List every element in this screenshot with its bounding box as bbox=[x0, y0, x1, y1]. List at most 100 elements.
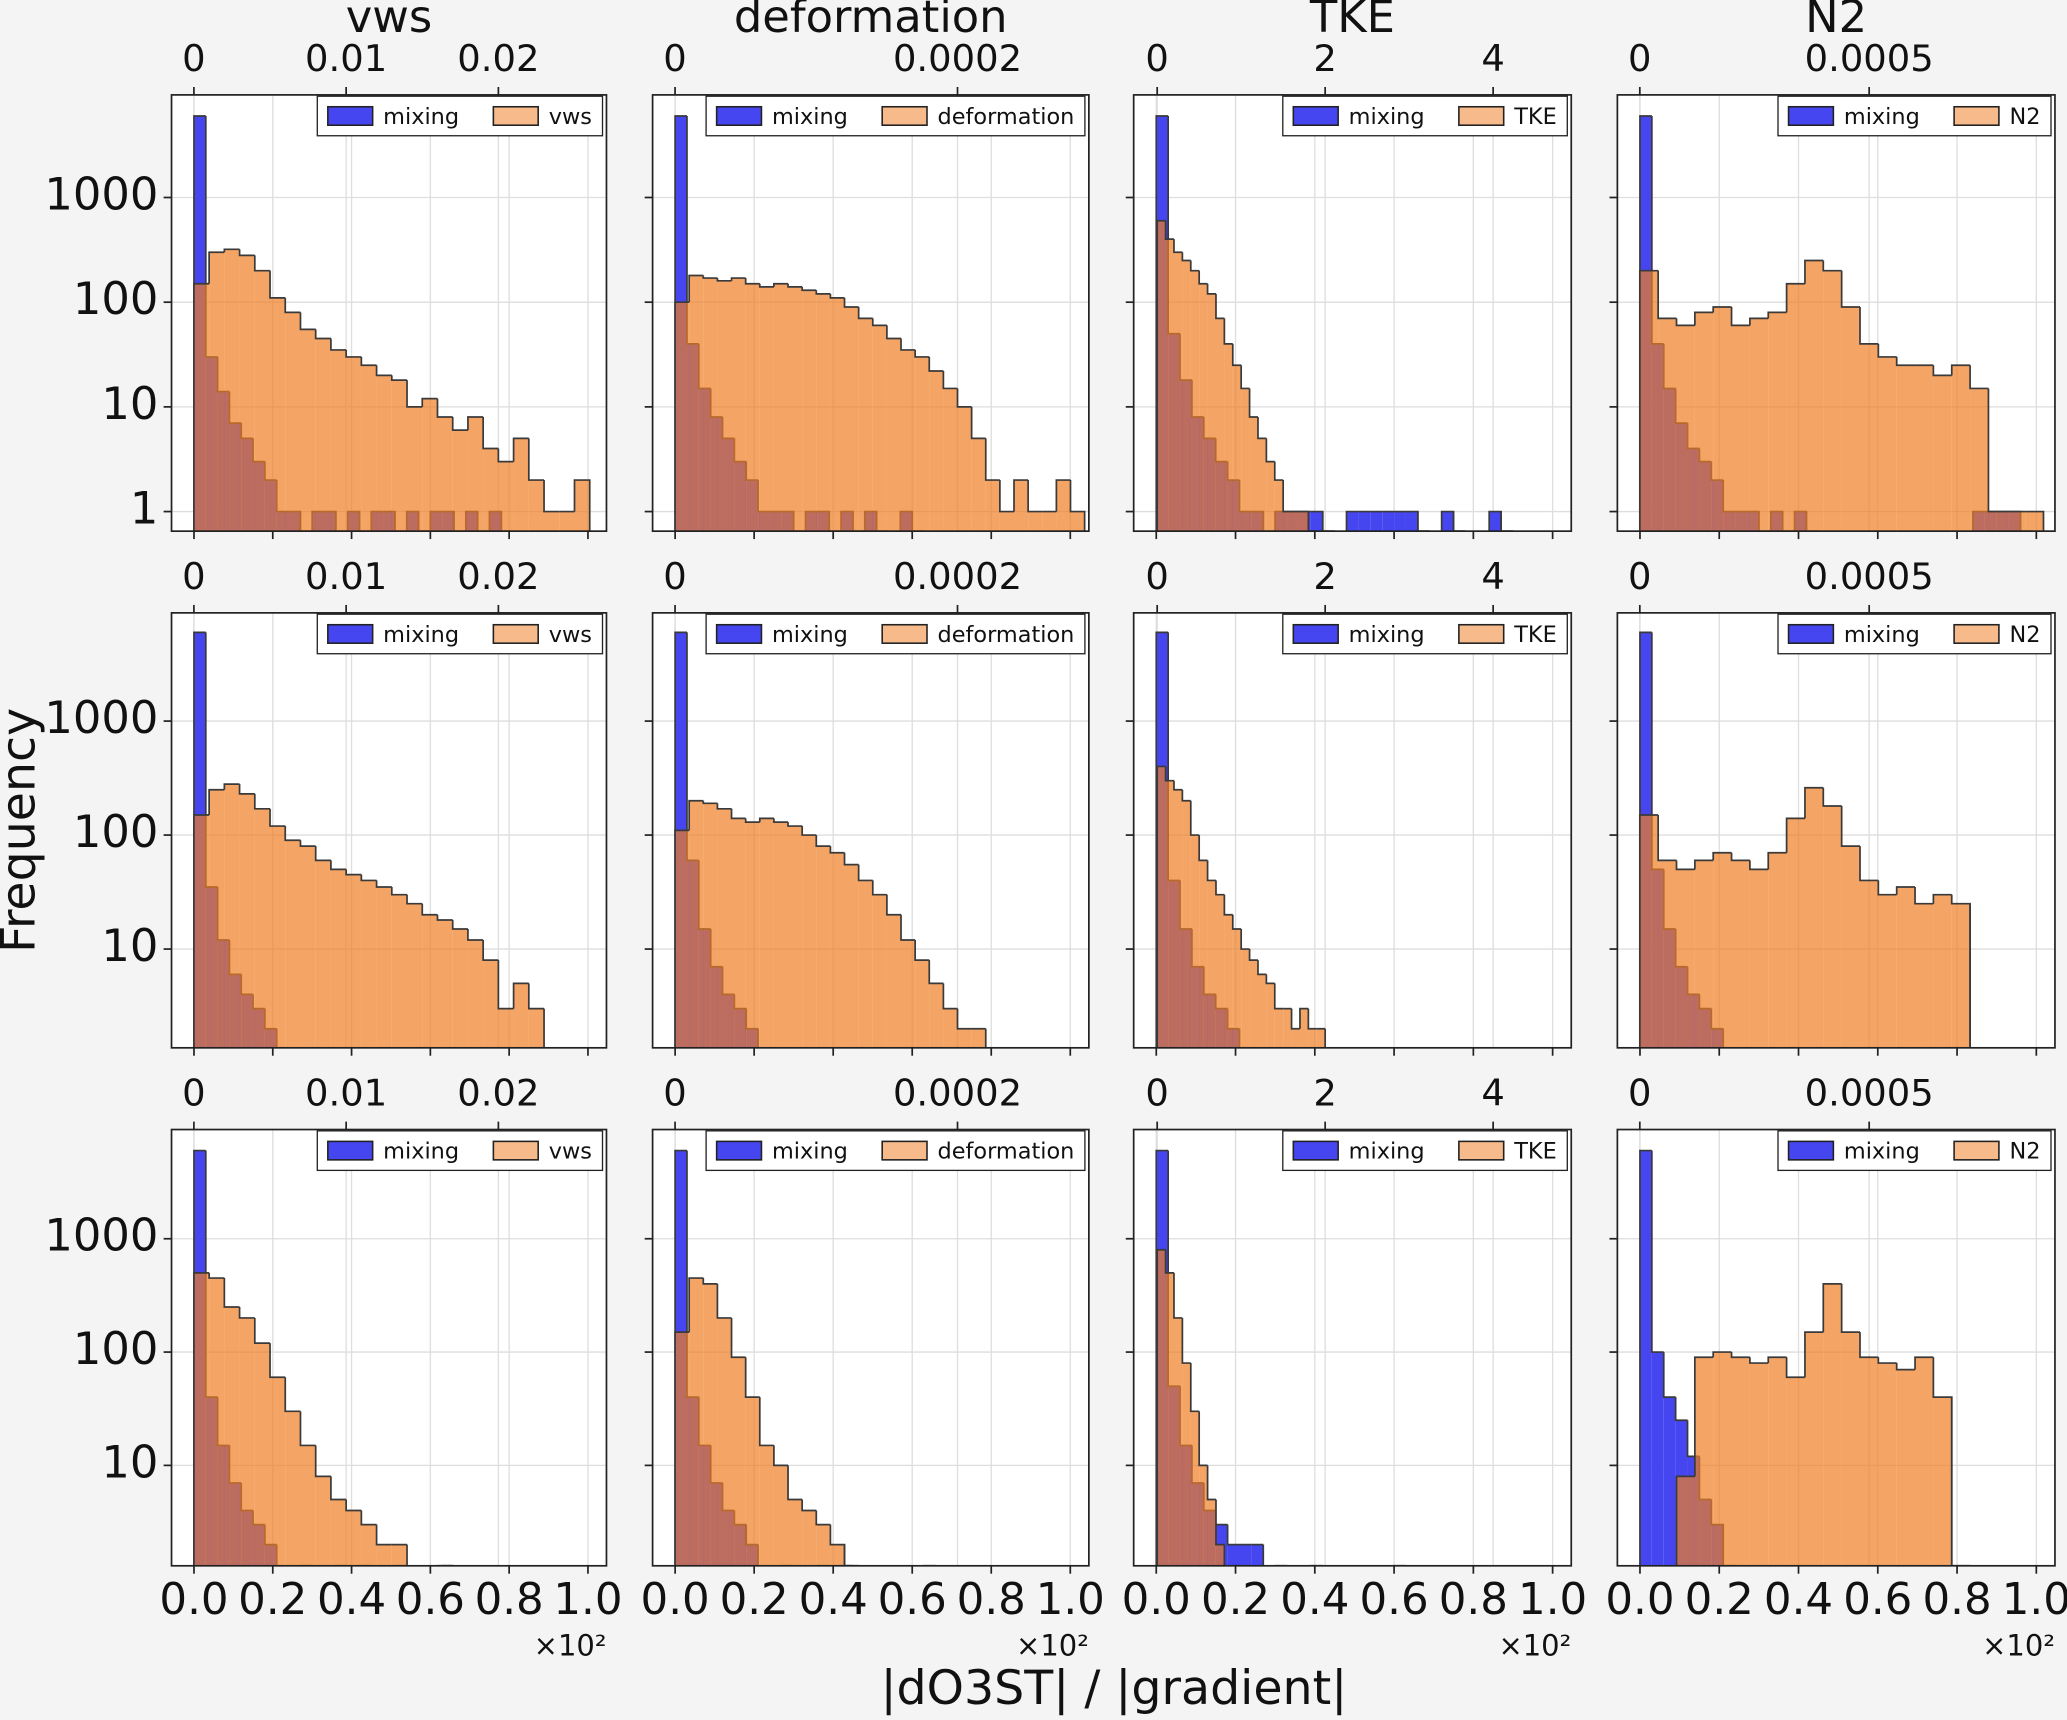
histogram-edge bbox=[208, 251, 225, 284]
legend-label: mixing bbox=[1844, 104, 1920, 130]
plot-frame bbox=[651, 94, 1090, 533]
histogram-edge bbox=[1027, 480, 1043, 513]
legend-swatch bbox=[881, 623, 928, 644]
histogram-bar bbox=[1878, 894, 1897, 1048]
histogram-bar bbox=[858, 318, 873, 532]
histogram-bar bbox=[1988, 511, 2007, 532]
histogram-bar bbox=[2025, 511, 2044, 532]
histogram-edge bbox=[1215, 880, 1225, 896]
histogram-bar bbox=[315, 1476, 331, 1566]
histogram-bar bbox=[574, 480, 590, 532]
x2-tick-label: 0 bbox=[1145, 37, 1168, 80]
histogram-edge bbox=[1822, 260, 1842, 272]
histogram-edge bbox=[688, 274, 704, 303]
histogram-bar bbox=[1190, 270, 1200, 532]
histogram-bar bbox=[1823, 1283, 1842, 1566]
histogram-edge bbox=[1767, 851, 1787, 870]
histogram-edge bbox=[1173, 780, 1183, 791]
histogram-edge bbox=[1840, 270, 1860, 308]
histogram-bar bbox=[1232, 928, 1242, 1048]
histogram-edge bbox=[1693, 311, 1714, 326]
histogram-edge bbox=[1969, 365, 1989, 390]
histogram-bar bbox=[1768, 1357, 1787, 1566]
histogram-bar bbox=[1658, 318, 1677, 532]
histogram-bar bbox=[1896, 887, 1916, 1048]
histogram-bar bbox=[330, 869, 347, 1048]
histogram-bar bbox=[1257, 438, 1267, 532]
histogram-bar bbox=[1310, 511, 1323, 532]
histogram-bar bbox=[1173, 1317, 1183, 1566]
histogram-edge bbox=[330, 1476, 347, 1501]
histogram-bar bbox=[745, 283, 760, 532]
histogram-edge bbox=[1730, 852, 1750, 862]
x2-tick-label: 4 bbox=[1481, 1072, 1504, 1115]
histogram-bar bbox=[1749, 869, 1769, 1048]
legend-swatch bbox=[1458, 1140, 1505, 1161]
histogram-bar bbox=[1173, 252, 1183, 532]
x-offset-label: ×10² bbox=[1016, 1629, 1089, 1663]
histogram-edge bbox=[1155, 631, 1169, 1048]
x2-tick-label: 0.0005 bbox=[1805, 37, 1934, 80]
histogram-edge bbox=[1639, 1149, 1652, 1566]
x-tick-label: 0.8 bbox=[1439, 1575, 1508, 1625]
histogram-bar bbox=[285, 1411, 301, 1566]
x2-tick-label: 0.02 bbox=[457, 1072, 539, 1115]
legend-swatch bbox=[1953, 105, 2000, 127]
histogram-edge bbox=[857, 306, 873, 320]
histogram-edge bbox=[1932, 893, 1952, 904]
histogram-bar bbox=[830, 1544, 845, 1566]
histogram-bar bbox=[1232, 365, 1242, 532]
legend-label: deformation bbox=[938, 104, 1075, 130]
histogram-edge bbox=[1282, 480, 1292, 513]
histogram-edge bbox=[688, 1277, 704, 1333]
histogram-bar bbox=[1316, 1028, 1326, 1048]
histogram-edge bbox=[1749, 860, 1769, 871]
histogram-edge bbox=[1265, 438, 1275, 463]
histogram-bar bbox=[731, 818, 746, 1048]
histogram-edge bbox=[1206, 1465, 1216, 1501]
histogram-bar bbox=[1639, 270, 1659, 532]
histogram-edge bbox=[269, 1343, 286, 1379]
histogram-bar bbox=[943, 1008, 958, 1048]
histogram-edge bbox=[421, 903, 438, 916]
histogram-edge bbox=[269, 808, 286, 827]
histogram-edge bbox=[253, 793, 271, 810]
histogram-bar bbox=[254, 1343, 271, 1566]
histogram-bar bbox=[1676, 869, 1695, 1048]
histogram-bar bbox=[788, 1499, 803, 1566]
histogram-edge bbox=[1223, 894, 1233, 916]
histogram-bar bbox=[285, 312, 301, 532]
histogram-bar bbox=[498, 1008, 514, 1048]
histogram-edge bbox=[1181, 789, 1191, 802]
histogram-edge bbox=[406, 894, 423, 905]
x2-tick-label: 0 bbox=[182, 1072, 205, 1115]
histogram-edge bbox=[2025, 510, 2045, 532]
histogram-bar bbox=[239, 793, 255, 1048]
histogram-bar bbox=[1182, 1363, 1191, 1566]
legend-label: mixing bbox=[383, 622, 459, 648]
histogram-edge bbox=[1712, 306, 1732, 313]
histogram-bar bbox=[467, 940, 484, 1048]
legend-label: mixing bbox=[383, 1138, 459, 1164]
histogram-bar bbox=[675, 302, 690, 532]
histogram-edge bbox=[1822, 787, 1842, 807]
histogram-bar bbox=[224, 1306, 240, 1566]
histogram-bar bbox=[1014, 480, 1029, 532]
histogram-edge bbox=[223, 783, 240, 790]
histogram-bar bbox=[689, 1278, 704, 1566]
plot-frame bbox=[170, 1128, 608, 1567]
histogram-bar bbox=[675, 830, 690, 1048]
histogram-bar bbox=[1970, 388, 1989, 532]
histogram-bar bbox=[1951, 365, 1971, 532]
histogram-bar bbox=[886, 914, 902, 1048]
histogram-bar bbox=[1933, 894, 1952, 1048]
histogram-bar bbox=[467, 417, 484, 532]
histogram-edge bbox=[999, 480, 1015, 513]
x2-tick-label: 0 bbox=[1628, 1072, 1651, 1115]
x-tick-label: 0.2 bbox=[720, 1575, 789, 1625]
histogram-edge bbox=[1840, 1283, 1860, 1333]
histogram-edge bbox=[512, 437, 529, 462]
histogram-bar bbox=[689, 800, 704, 1048]
histogram-bar bbox=[1251, 1544, 1264, 1566]
histogram-bar bbox=[1639, 1150, 1652, 1566]
